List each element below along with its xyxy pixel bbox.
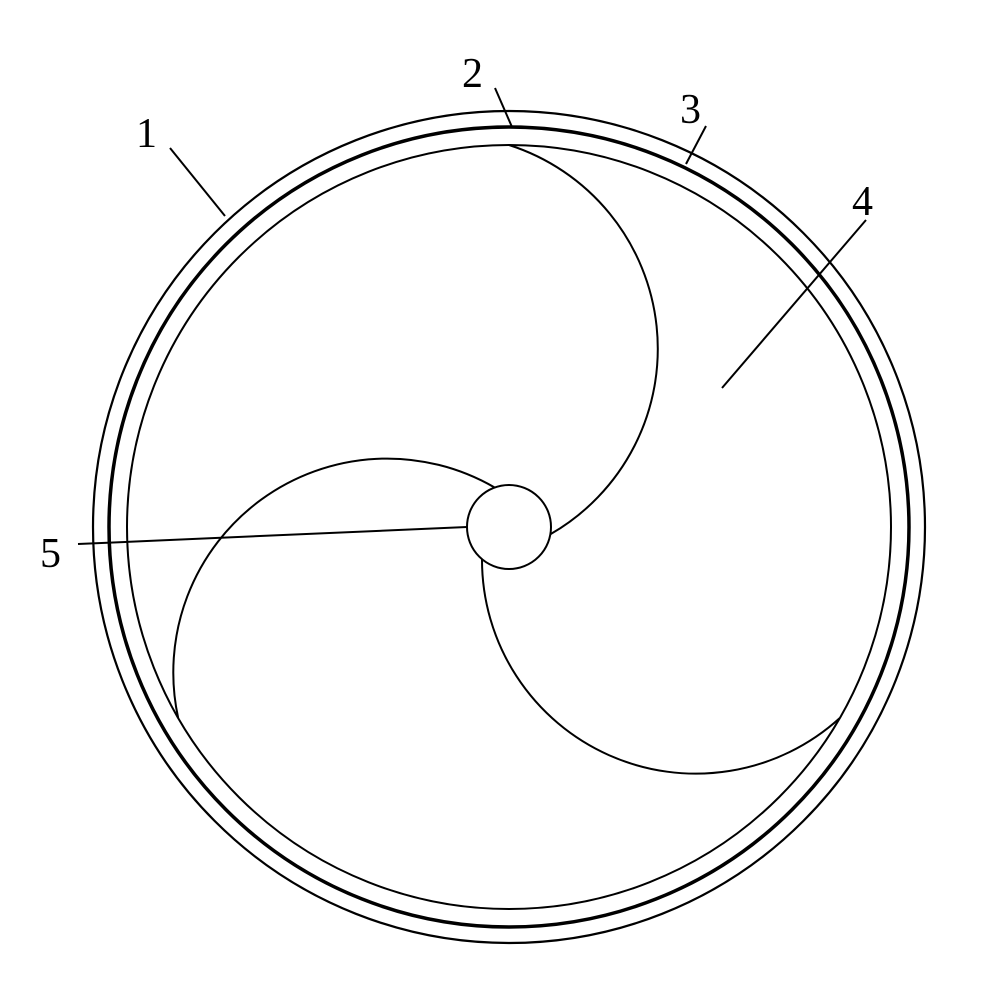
blade-1 xyxy=(509,145,658,534)
callout-label-4: 4 xyxy=(852,178,873,226)
blade-2 xyxy=(482,559,840,773)
callout-label-2: 2 xyxy=(462,50,483,98)
leader-2 xyxy=(495,88,512,127)
blade-3 xyxy=(173,459,494,718)
callout-label-3: 3 xyxy=(680,86,701,134)
callout-label-5: 5 xyxy=(40,530,61,578)
leader-1 xyxy=(170,148,225,216)
callout-label-1: 1 xyxy=(136,110,157,158)
hub xyxy=(467,485,551,569)
leader-5 xyxy=(78,527,467,544)
